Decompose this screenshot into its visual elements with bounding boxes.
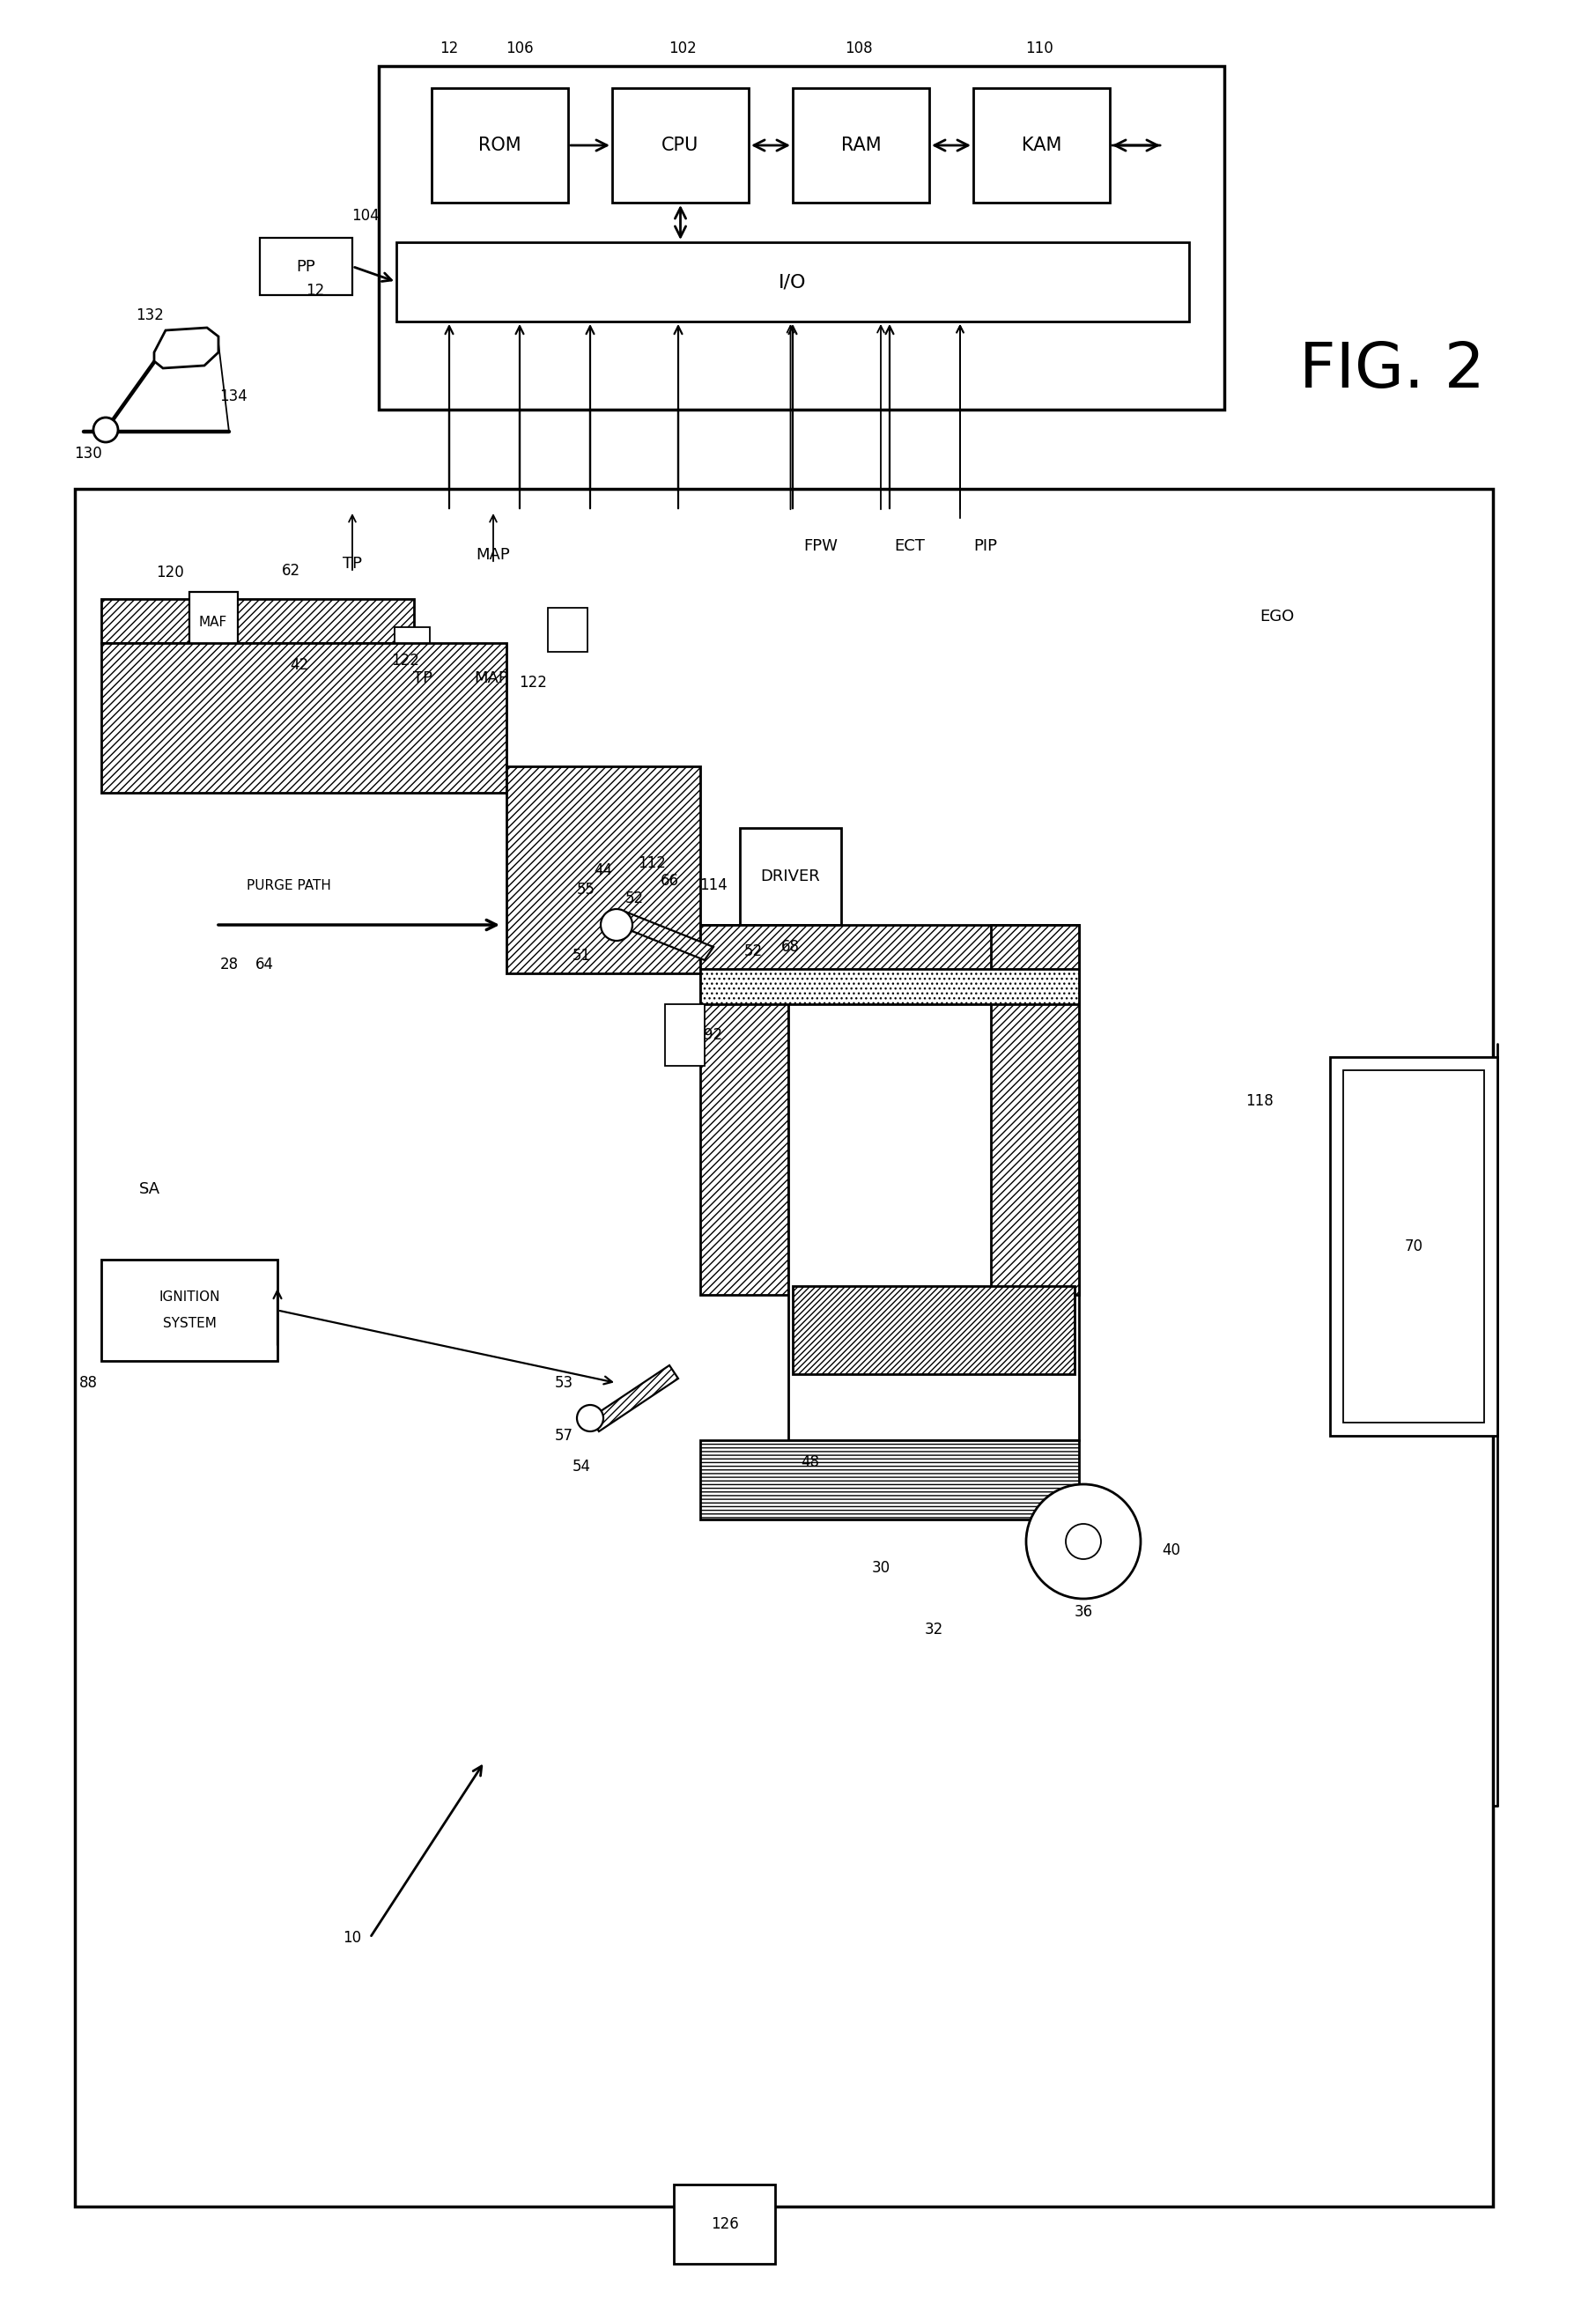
Text: 51: 51 <box>571 949 591 963</box>
Bar <box>1344 1071 1484 1423</box>
Text: 130: 130 <box>73 447 102 460</box>
Text: 118: 118 <box>1245 1092 1274 1108</box>
Text: 68: 68 <box>782 939 800 956</box>
Bar <box>396 243 1189 322</box>
Text: 102: 102 <box>669 42 696 56</box>
Text: 52: 52 <box>744 944 763 960</box>
Text: 12: 12 <box>306 282 324 299</box>
Text: 10: 10 <box>343 1930 362 1946</box>
Text: 57: 57 <box>554 1428 573 1444</box>
Text: 112: 112 <box>638 856 666 870</box>
Bar <box>506 766 701 974</box>
Bar <box>788 1000 1079 1439</box>
Circle shape <box>93 417 118 442</box>
Text: 114: 114 <box>699 877 728 893</box>
Polygon shape <box>155 329 219 368</box>
Text: I/O: I/O <box>779 273 806 292</box>
Text: 108: 108 <box>844 42 873 56</box>
Text: 122: 122 <box>391 653 420 669</box>
Text: SYSTEM: SYSTEM <box>163 1317 215 1331</box>
Text: 62: 62 <box>281 562 300 578</box>
Circle shape <box>1026 1483 1141 1599</box>
Text: 12: 12 <box>440 42 458 56</box>
Text: 36: 36 <box>1074 1604 1093 1620</box>
Circle shape <box>1066 1525 1101 1560</box>
Text: 40: 40 <box>1162 1543 1181 1557</box>
Text: ROM: ROM <box>479 137 522 155</box>
Text: 64: 64 <box>255 956 273 972</box>
Text: 53: 53 <box>554 1375 573 1391</box>
Text: 92: 92 <box>704 1027 723 1044</box>
Text: ECT: ECT <box>894 539 924 553</box>
Text: 66: 66 <box>661 872 678 889</box>
Bar <box>101 643 506 794</box>
Text: 54: 54 <box>571 1458 591 1474</box>
Text: PURGE PATH: PURGE PATH <box>247 879 330 891</box>
Bar <box>1329 1057 1497 1435</box>
Text: PIP: PIP <box>974 539 997 553</box>
Text: 120: 120 <box>156 565 184 581</box>
Text: 70: 70 <box>1404 1238 1424 1254</box>
Text: 44: 44 <box>594 861 613 877</box>
Text: CPU: CPU <box>662 137 699 155</box>
Text: 48: 48 <box>801 1453 820 1469</box>
Text: 106: 106 <box>506 42 533 56</box>
Text: IGNITION: IGNITION <box>158 1291 220 1303</box>
Bar <box>793 1287 1074 1375</box>
Text: 30: 30 <box>871 1560 891 1576</box>
Text: 104: 104 <box>351 208 380 224</box>
Bar <box>190 592 238 653</box>
Text: TP: TP <box>413 671 433 687</box>
Bar <box>701 926 1079 1000</box>
Text: 132: 132 <box>136 308 164 324</box>
Bar <box>101 599 413 643</box>
Bar <box>101 1259 278 1361</box>
Text: FPW: FPW <box>804 539 838 553</box>
Text: TP: TP <box>343 555 362 572</box>
Text: 32: 32 <box>924 1622 943 1638</box>
Text: KAM: KAM <box>1021 137 1061 155</box>
Circle shape <box>600 909 632 942</box>
Text: 42: 42 <box>290 657 308 673</box>
Text: 110: 110 <box>1025 42 1053 56</box>
Polygon shape <box>616 912 713 960</box>
Text: MAP: MAP <box>476 546 511 562</box>
Bar <box>260 238 353 296</box>
Bar <box>431 88 568 204</box>
Text: 88: 88 <box>78 1375 97 1391</box>
Bar <box>394 627 429 662</box>
Text: PP: PP <box>297 259 316 275</box>
Bar <box>991 926 1079 1296</box>
Bar <box>701 970 1079 1004</box>
Polygon shape <box>591 1365 678 1432</box>
Bar <box>613 88 749 204</box>
Circle shape <box>576 1405 603 1432</box>
Bar <box>793 88 929 204</box>
Text: RAM: RAM <box>841 137 881 155</box>
Text: 122: 122 <box>519 676 547 690</box>
Bar <box>741 828 841 926</box>
Bar <box>674 2184 776 2263</box>
Text: EGO: EGO <box>1259 609 1294 625</box>
Text: FIG. 2: FIG. 2 <box>1299 340 1484 400</box>
Text: 134: 134 <box>219 389 247 405</box>
Bar <box>378 67 1224 410</box>
Text: DRIVER: DRIVER <box>761 868 820 884</box>
Bar <box>547 609 587 653</box>
Bar <box>701 1439 1079 1520</box>
Text: MAP: MAP <box>474 671 509 687</box>
Text: 28: 28 <box>220 956 238 972</box>
Bar <box>75 488 1492 2208</box>
Text: 52: 52 <box>626 891 643 907</box>
Bar <box>701 926 788 1296</box>
Text: 55: 55 <box>576 882 595 898</box>
Bar <box>974 88 1109 204</box>
Text: SA: SA <box>139 1180 160 1196</box>
Bar <box>666 1004 705 1067</box>
Text: MAF: MAF <box>200 616 227 629</box>
Text: 126: 126 <box>710 2217 739 2233</box>
